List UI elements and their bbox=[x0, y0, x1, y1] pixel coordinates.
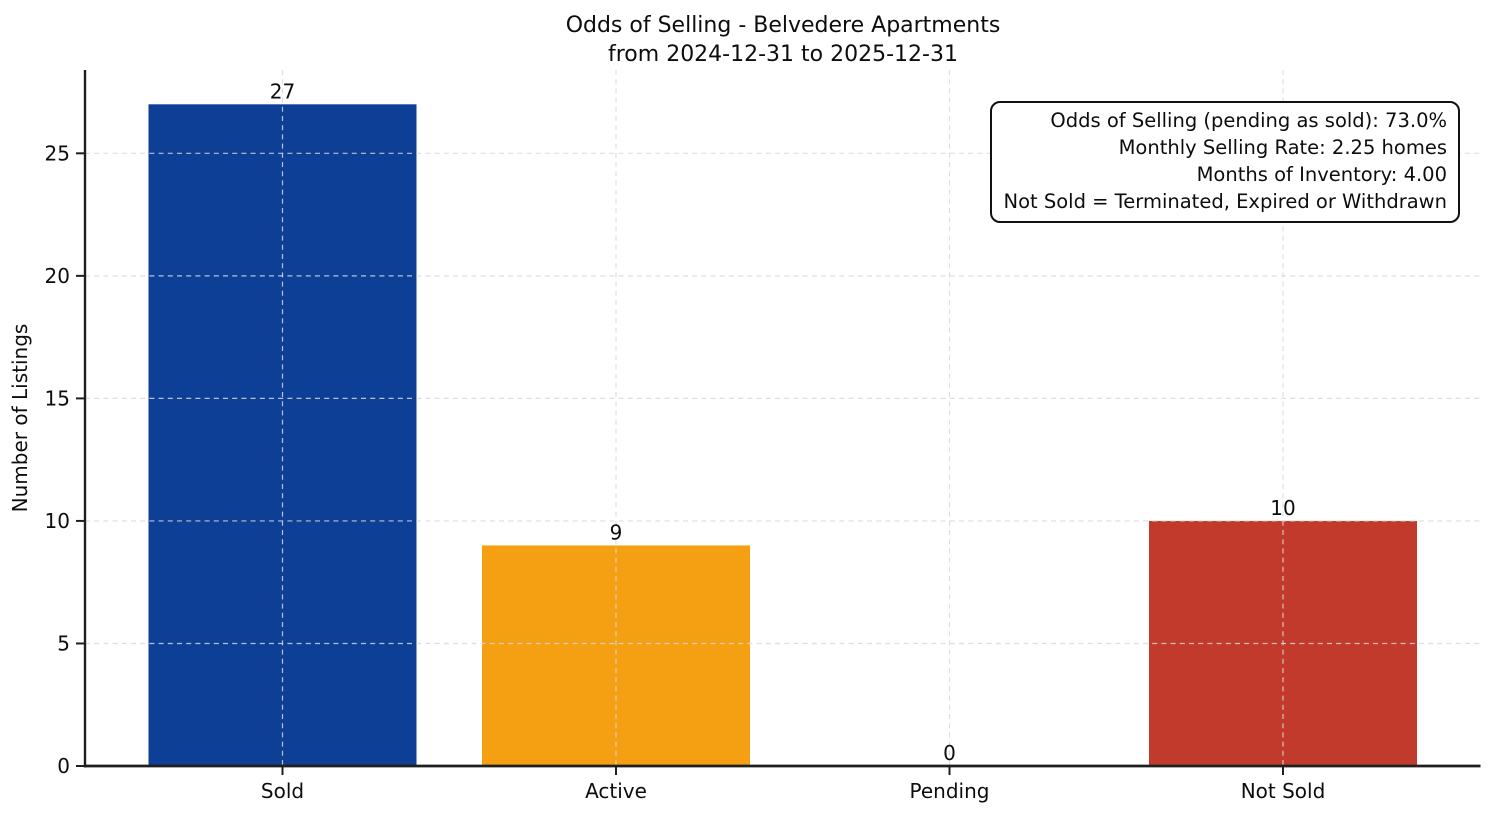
bar-value-label: 9 bbox=[610, 520, 623, 544]
annotation-line-odds: Odds of Selling (pending as sold): 73.0% bbox=[1050, 109, 1447, 132]
x-tick-label: Not Sold bbox=[1241, 779, 1326, 803]
chart-title: Odds of Selling - Belvedere Apartments f… bbox=[85, 11, 1481, 69]
bar-active bbox=[482, 545, 750, 766]
bar-value-label: 27 bbox=[270, 79, 295, 103]
chart-title-line2: from 2024-12-31 to 2025-12-31 bbox=[608, 42, 958, 67]
bar-value-label: 0 bbox=[943, 741, 956, 765]
y-tick-label: 5 bbox=[57, 631, 70, 655]
chart-title-line1: Odds of Selling - Belvedere Apartments bbox=[565, 13, 1001, 38]
y-axis-label: Number of Listings bbox=[8, 323, 32, 513]
y-tick-label: 10 bbox=[45, 509, 70, 533]
bar-sold bbox=[148, 104, 417, 766]
x-tick-label: Sold bbox=[261, 779, 304, 803]
x-tick-label: Pending bbox=[910, 779, 990, 803]
y-tick-label: 0 bbox=[57, 754, 70, 778]
annotation-line-not-sold-note: Not Sold = Terminated, Expired or Withdr… bbox=[1003, 190, 1447, 213]
annotation-line-selling-rate: Monthly Selling Rate: 2.25 homes bbox=[1118, 136, 1447, 159]
annotation-line-inventory: Months of Inventory: 4.00 bbox=[1196, 163, 1447, 186]
x-tick-label: Active bbox=[585, 779, 647, 803]
y-tick-label: 15 bbox=[45, 386, 70, 410]
y-tick-label: 20 bbox=[45, 264, 70, 288]
y-tick-label: 25 bbox=[45, 141, 70, 165]
bar-value-label: 10 bbox=[1270, 496, 1295, 520]
stats-annotation-box: Odds of Selling (pending as sold): 73.0%… bbox=[990, 101, 1460, 223]
